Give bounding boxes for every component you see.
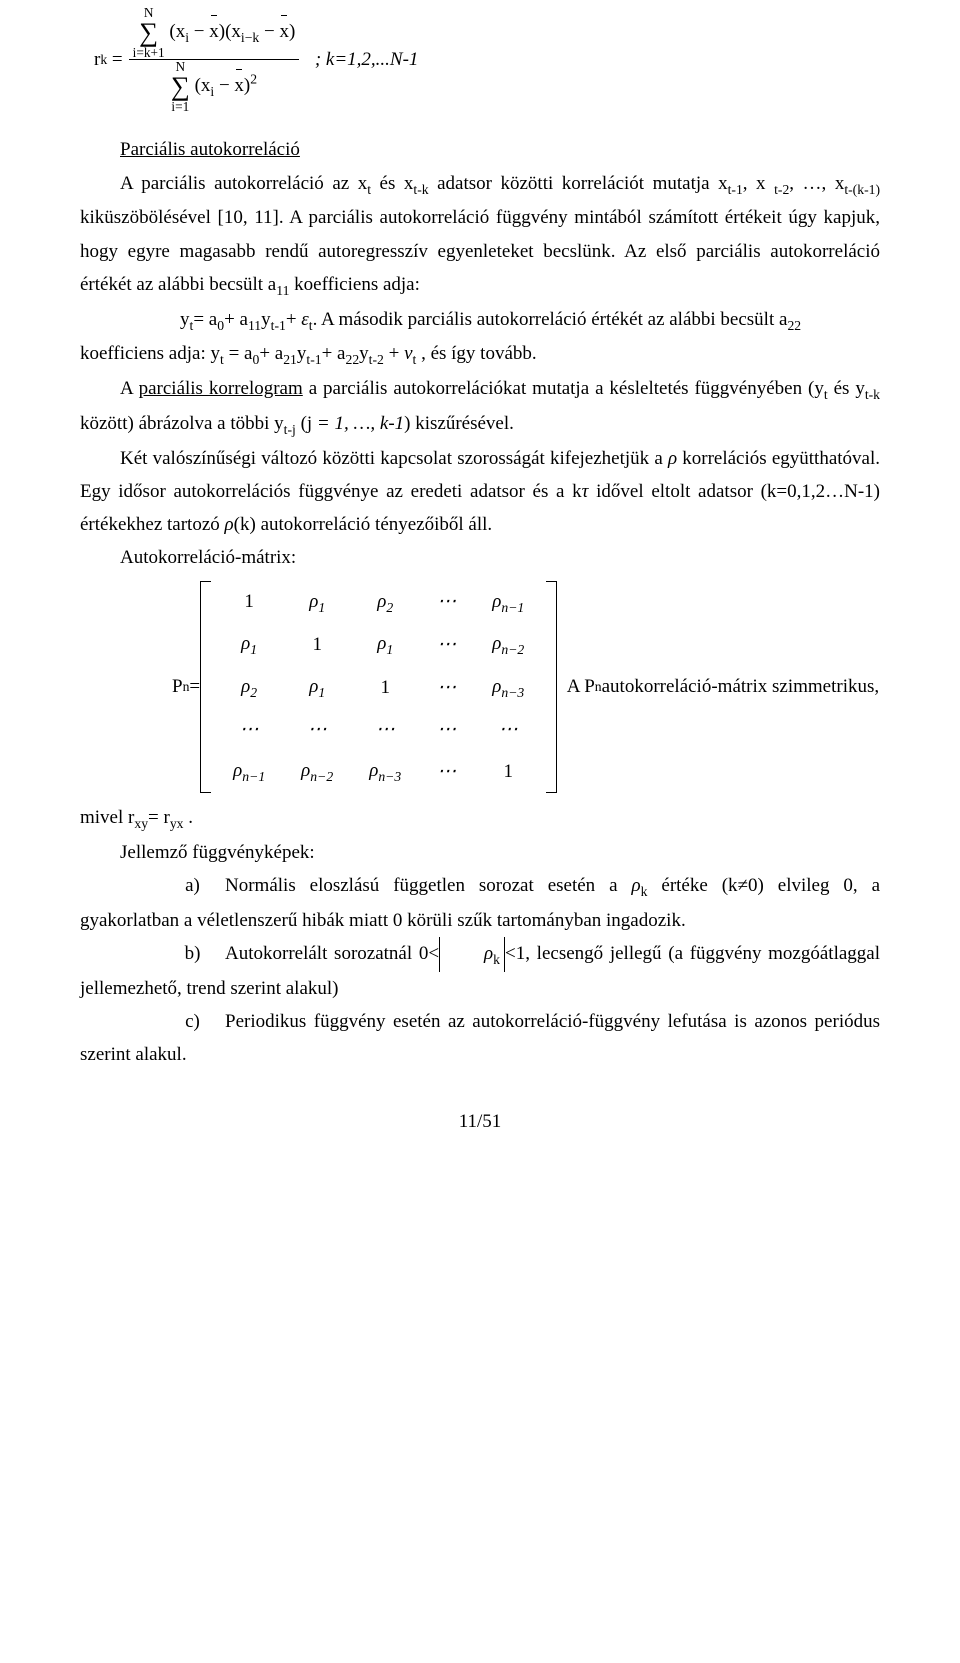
page-number: 11/51 — [80, 1105, 880, 1138]
fraction: N ∑ i=k+1 (xi − x)(xi−k − x) N ∑ i=1 (xi… — [129, 6, 300, 113]
paragraph-1: A parciális autokorreláció az xt és xt-k… — [80, 167, 880, 303]
heading-partial-autocorrelation: Parciális autokorreláció — [120, 139, 300, 160]
formula-rk: rk = N ∑ i=k+1 (xi − x)(xi−k − x) N ∑ i=… — [94, 6, 880, 113]
matrix-body: 1ρ1ρ2⋯ρn−1 ρ11ρ1⋯ρn−2 ρ2ρ11⋯ρn−3 ⋯⋯⋯⋯⋯ ρ… — [215, 581, 542, 793]
sum-num: N ∑ i=k+1 — [133, 6, 165, 59]
equation-2: yt= a0+ a11yt-1+ εt. A második parciális… — [180, 303, 880, 338]
paragraph-6: mivel rxy= ryx . — [80, 801, 880, 836]
sub-k: k — [100, 48, 107, 72]
matrix-heading: Autokorreláció-mátrix: — [80, 541, 880, 574]
paragraph-3: A parciális korrelogram a parciális auto… — [80, 372, 880, 442]
list-item-a: a)Normális eloszlású független sorozat e… — [80, 869, 880, 937]
eq-sign: = — [112, 43, 123, 76]
autocorrelation-matrix: Pn = 1ρ1ρ2⋯ρn−1 ρ11ρ1⋯ρn−2 ρ2ρ11⋯ρn−3 ⋯⋯… — [172, 581, 880, 793]
list-item-c: c)Periodikus függvény esetén az autokorr… — [80, 1005, 880, 1072]
list-item-b: b)Autokorrelált sorozatnál 0<ρk<1, lecse… — [80, 937, 880, 1005]
formula-tail: ; k=1,2,...N-1 — [315, 43, 419, 76]
paragraph-2: koefficiens adja: yt = a0+ a21yt-1+ a22y… — [80, 337, 880, 372]
sum-den: N ∑ i=1 — [171, 60, 190, 113]
paragraph-4: Két valószínűségi változó közötti kapcso… — [80, 442, 880, 542]
paragraph-7: Jellemző függvényképek: — [80, 836, 880, 869]
